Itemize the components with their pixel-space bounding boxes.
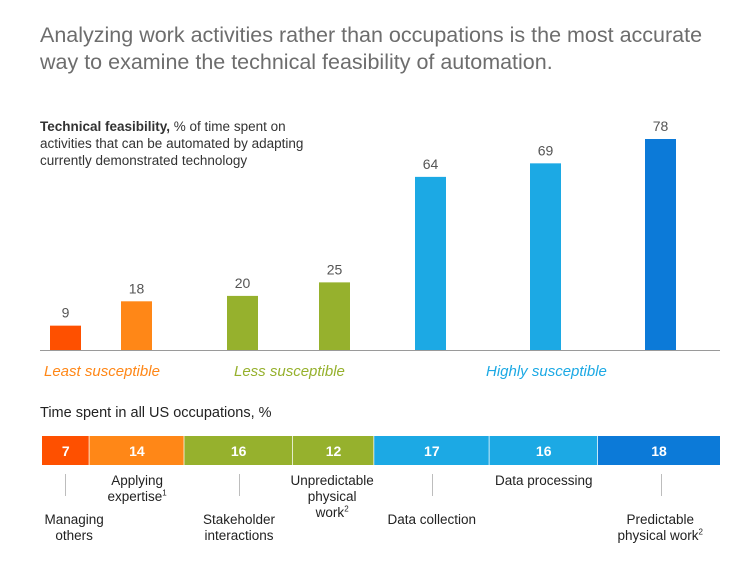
category-label-predictable-physical-work: Predictable physical work2 xyxy=(617,512,703,543)
segment-data-processing xyxy=(489,436,598,465)
bar-predictable-physical-work xyxy=(645,139,676,350)
bar-data-collection xyxy=(415,176,446,350)
feasibility-label-rest: % of time spent on activities that can b… xyxy=(40,119,304,168)
bar-data-processing xyxy=(530,163,561,350)
bar-applying-expertise xyxy=(121,301,152,350)
bar-unpredictable-physical-work xyxy=(319,282,350,350)
feasibility-label-bold: Technical feasibility, xyxy=(40,119,171,134)
bar-value-unpredictable-physical-work: 25 xyxy=(327,261,343,277)
bar-value-managing-others: 9 xyxy=(62,305,70,321)
segment-value-managing-others: 7 xyxy=(62,443,70,459)
feasibility-label: Technical feasibility, % of time spent o… xyxy=(40,118,305,169)
bar-value-applying-expertise: 18 xyxy=(129,280,145,296)
segment-applying-expertise xyxy=(89,436,185,465)
segment-stakeholder-interactions xyxy=(184,436,293,465)
group-label-least-susceptible: Least susceptible xyxy=(44,363,160,380)
headline: Analyzing work activities rather than oc… xyxy=(40,23,703,74)
bar-value-stakeholder-interactions: 20 xyxy=(235,275,251,291)
bar-managing-others xyxy=(50,325,81,350)
category-label-data-processing: Data processing xyxy=(495,473,593,488)
segment-predictable-physical-work xyxy=(597,436,720,465)
segment-value-applying-expertise: 14 xyxy=(129,443,145,459)
bar-value-data-processing: 69 xyxy=(538,142,554,158)
category-label-applying-expertise: Applying expertise1 xyxy=(107,473,167,504)
segment-value-data-processing: 16 xyxy=(536,443,552,459)
category-label-unpredictable-physical-work: Unpredictable physical work2 xyxy=(290,473,374,520)
group-label-highly-susceptible: Highly susceptible xyxy=(486,363,607,380)
category-label-managing-others: Managing others xyxy=(44,512,104,543)
segment-managing-others xyxy=(42,436,90,465)
segment-unpredictable-physical-work xyxy=(292,436,375,465)
bar-stakeholder-interactions xyxy=(227,295,258,350)
segment-data-collection xyxy=(374,436,490,465)
time-spent-title: Time spent in all US occupations, % xyxy=(40,405,272,421)
bar-value-predictable-physical-work: 78 xyxy=(653,118,669,134)
segment-value-stakeholder-interactions: 16 xyxy=(231,443,247,459)
category-label-stakeholder-interactions: Stakeholder interactions xyxy=(203,512,276,543)
segment-value-unpredictable-physical-work: 12 xyxy=(326,443,342,459)
group-label-less-susceptible: Less susceptible xyxy=(234,363,345,380)
category-label-data-collection: Data collection xyxy=(387,512,477,527)
segment-value-predictable-physical-work: 18 xyxy=(651,443,667,459)
bar-value-data-collection: 64 xyxy=(423,156,439,172)
segment-value-data-collection: 17 xyxy=(424,443,440,459)
